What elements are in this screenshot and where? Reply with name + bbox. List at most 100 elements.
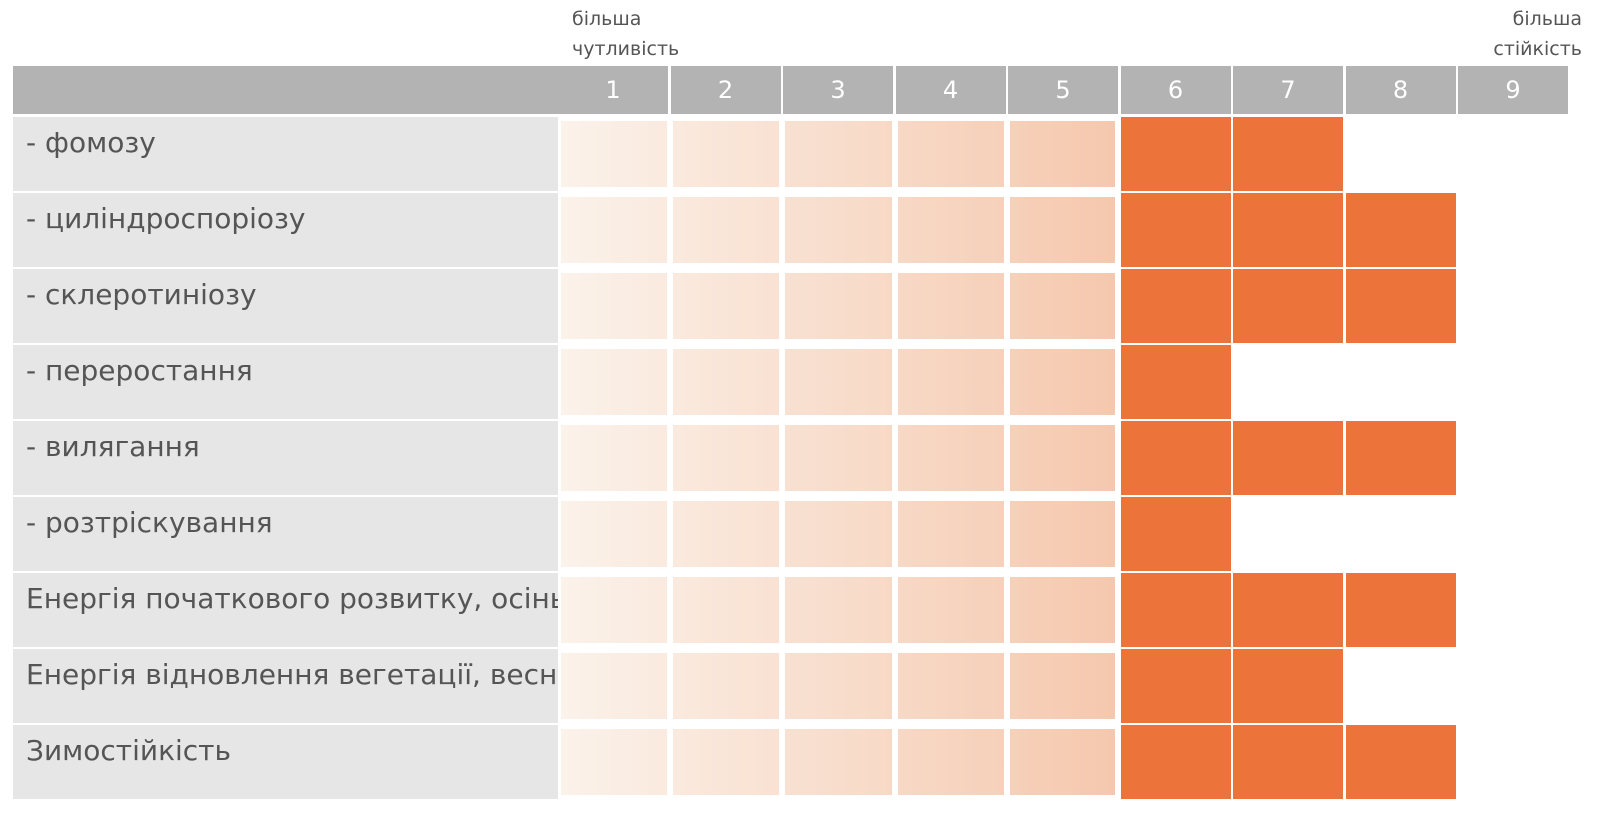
scale-header-4: 4 bbox=[895, 66, 1006, 114]
rating-cell-filled bbox=[1120, 649, 1231, 723]
rating-cell-filled bbox=[1233, 421, 1343, 495]
scale-header-9: 9 bbox=[1458, 66, 1568, 114]
gradient-divider bbox=[666, 421, 673, 495]
rating-cell-filled bbox=[1345, 725, 1456, 799]
gradient-divider bbox=[779, 497, 785, 571]
rating-cell-empty bbox=[1233, 345, 1343, 419]
rating-cell-empty bbox=[1458, 193, 1568, 267]
scale-header-3: 3 bbox=[783, 66, 893, 114]
sensitivity-gradient bbox=[558, 421, 1118, 495]
rating-cell-filled bbox=[1233, 725, 1343, 799]
row-label: - вилягання bbox=[26, 430, 200, 463]
gradient-divider bbox=[666, 117, 673, 191]
scale-header-1: 1 bbox=[558, 66, 668, 114]
rating-cell-filled bbox=[1120, 345, 1231, 419]
gradient-divider bbox=[666, 573, 673, 647]
rating-cell-empty bbox=[1458, 725, 1568, 799]
rating-cell-empty bbox=[1233, 497, 1343, 571]
scale-header-6: 6 bbox=[1120, 66, 1231, 114]
rating-cell-filled bbox=[1233, 269, 1343, 343]
rating-cell-empty bbox=[1458, 497, 1568, 571]
scale-header-5: 5 bbox=[1008, 66, 1118, 114]
gradient-divider bbox=[666, 345, 673, 419]
sensitivity-gradient bbox=[558, 269, 1118, 343]
gradient-divider bbox=[891, 269, 898, 343]
gradient-divider bbox=[666, 269, 673, 343]
row-label-cell: - фомозу bbox=[13, 117, 567, 191]
gradient-divider bbox=[779, 573, 785, 647]
gradient-divider bbox=[1004, 649, 1010, 723]
rating-cell-filled bbox=[1345, 573, 1456, 647]
rating-cell-empty bbox=[1458, 649, 1568, 723]
gradient-divider bbox=[666, 725, 673, 799]
rating-cell-filled bbox=[1345, 193, 1456, 267]
row-label: - розтріскування bbox=[26, 506, 273, 539]
gradient-divider bbox=[666, 193, 673, 267]
gradient-divider bbox=[666, 649, 673, 723]
rating-cell-empty bbox=[1458, 269, 1568, 343]
gradient-divider bbox=[779, 193, 785, 267]
rating-cell-empty bbox=[1345, 497, 1456, 571]
gradient-divider bbox=[779, 649, 785, 723]
rating-cell-empty bbox=[1458, 573, 1568, 647]
rating-cell-filled bbox=[1120, 421, 1231, 495]
resistance-note-line1: більша bbox=[1512, 8, 1582, 30]
resistance-note: більша стійкість bbox=[1493, 4, 1582, 64]
row-label-cell: - склеротиніозу bbox=[13, 269, 567, 343]
rating-cell-filled bbox=[1233, 117, 1343, 191]
rating-cell-filled bbox=[1120, 193, 1231, 267]
row-label: Енергія відновлення вегетації, весна bbox=[26, 658, 575, 691]
scale-header-2: 2 bbox=[670, 66, 781, 114]
row-label: - переростання bbox=[26, 354, 253, 387]
rating-cell-empty bbox=[1345, 117, 1456, 191]
sensitivity-gradient bbox=[558, 725, 1118, 799]
row-label: - фомозу bbox=[26, 126, 156, 159]
sensitivity-gradient bbox=[558, 345, 1118, 419]
resistance-note-line2: стійкість bbox=[1493, 38, 1582, 60]
gradient-divider bbox=[1004, 269, 1010, 343]
gradient-divider bbox=[1004, 193, 1010, 267]
gradient-divider bbox=[779, 421, 785, 495]
rating-cell-filled bbox=[1120, 573, 1231, 647]
row-label-cell: - вилягання bbox=[13, 421, 567, 495]
rating-cell-filled bbox=[1120, 269, 1231, 343]
gradient-divider bbox=[779, 269, 785, 343]
gradient-divider bbox=[1004, 345, 1010, 419]
row-label: Енергія початкового розвитку, осінь bbox=[26, 582, 567, 615]
scale-header-7: 7 bbox=[1233, 66, 1343, 114]
sensitivity-gradient bbox=[558, 573, 1118, 647]
rating-cell-empty bbox=[1345, 649, 1456, 723]
rating-cell-filled bbox=[1233, 193, 1343, 267]
gradient-divider bbox=[891, 497, 898, 571]
gradient-divider bbox=[1004, 117, 1010, 191]
rating-cell-empty bbox=[1458, 117, 1568, 191]
row-label: - циліндроспоріозу bbox=[26, 202, 306, 235]
gradient-divider bbox=[891, 117, 898, 191]
sensitivity-gradient bbox=[558, 193, 1118, 267]
rating-cell-filled bbox=[1120, 117, 1231, 191]
scale-header-8: 8 bbox=[1345, 66, 1456, 114]
rating-cell-empty bbox=[1458, 345, 1568, 419]
gradient-divider bbox=[666, 497, 673, 571]
row-label: Зимостійкість bbox=[26, 734, 231, 767]
rating-cell-empty bbox=[1458, 421, 1568, 495]
row-label: - склеротиніозу bbox=[26, 278, 257, 311]
sensitivity-gradient bbox=[558, 649, 1118, 723]
gradient-divider bbox=[1004, 421, 1010, 495]
sensitivity-note: більша чутливість bbox=[572, 4, 679, 64]
gradient-divider bbox=[891, 421, 898, 495]
gradient-divider bbox=[779, 117, 785, 191]
row-label-cell: - переростання bbox=[13, 345, 567, 419]
gradient-divider bbox=[1004, 497, 1010, 571]
rating-cell-filled bbox=[1345, 421, 1456, 495]
rating-cell-filled bbox=[1345, 269, 1456, 343]
rating-cell-empty bbox=[1345, 345, 1456, 419]
row-label-cell: Енергія відновлення вегетації, весна bbox=[13, 649, 574, 723]
gradient-divider bbox=[891, 345, 898, 419]
rating-cell-filled bbox=[1233, 573, 1343, 647]
gradient-divider bbox=[891, 725, 898, 799]
gradient-divider bbox=[891, 193, 898, 267]
gradient-divider bbox=[779, 345, 785, 419]
sensitivity-note-line1: більша bbox=[572, 8, 642, 30]
row-label-cell: Енергія початкового розвитку, осінь bbox=[13, 573, 567, 647]
